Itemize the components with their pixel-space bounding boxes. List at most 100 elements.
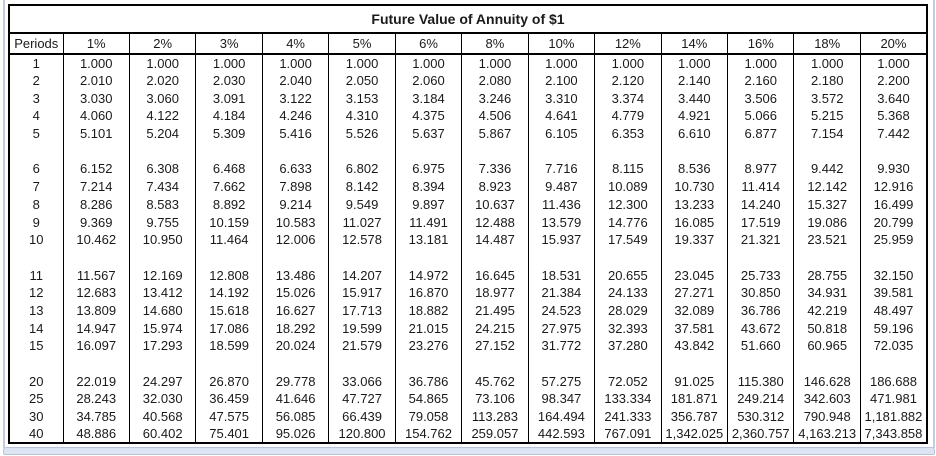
value-cell: 32.150	[859, 266, 928, 284]
table-title: Future Value of Annuity of $1	[8, 5, 928, 34]
value-cell: 241.333	[594, 407, 662, 426]
value-cell: 25.959	[859, 230, 928, 249]
value-cell: 19.599	[328, 319, 396, 337]
value-cell: 120.800	[328, 425, 396, 444]
value-cell: 17.293	[128, 337, 197, 355]
value-cell: 1.000	[62, 54, 130, 72]
value-cell: 2.200	[859, 71, 928, 90]
rate-column-header: 5%	[328, 33, 396, 55]
table-row: 7 7.214 7.434 7.662 7.898 8.142 8.394 8.923 9.48…	[8, 177, 928, 196]
value-cell: 16.097	[62, 337, 130, 355]
period-cell: 2	[8, 71, 64, 90]
value-cell: 7.442	[859, 124, 928, 143]
value-cell: 14.487	[461, 230, 529, 249]
value-cell: 3.640	[859, 89, 928, 108]
rate-column-header: 18%	[793, 33, 861, 55]
value-cell: 15.917	[328, 283, 396, 302]
value-cell: 15.618	[195, 301, 263, 320]
value-cell: 12.169	[128, 266, 197, 284]
window-bottom-edge	[3, 447, 935, 455]
rate-column-header: 10%	[527, 33, 596, 55]
value-cell: 10.950	[128, 230, 197, 249]
value-cell: 60.402	[128, 425, 197, 444]
value-cell: 59.196	[859, 319, 928, 337]
value-cell: 356.787	[660, 407, 729, 426]
period-cell: 13	[8, 301, 64, 320]
value-cell: 13.233	[660, 195, 729, 214]
value-cell: 9.487	[527, 177, 596, 196]
value-cell: 2.060	[394, 71, 463, 90]
value-cell: 6.468	[195, 160, 263, 178]
spacer-row	[8, 354, 928, 373]
value-cell: 25.733	[727, 266, 795, 284]
value-cell: 15.026	[261, 283, 330, 302]
value-cell: 3.122	[261, 89, 330, 108]
value-cell: 7.154	[793, 124, 861, 143]
value-cell: 2.180	[793, 71, 861, 90]
window-edge-right	[933, 0, 935, 448]
value-cell: 2.080	[461, 71, 529, 90]
value-cell: 13.579	[527, 213, 596, 231]
value-cell: 11.491	[394, 213, 463, 231]
value-cell: 12.006	[261, 230, 330, 249]
value-cell: 14.776	[594, 213, 662, 231]
value-cell: 11.464	[195, 230, 263, 249]
value-cell: 5.101	[62, 124, 130, 143]
value-cell: 5.867	[461, 124, 529, 143]
value-cell: 6.633	[261, 160, 330, 178]
value-cell: 5.066	[727, 107, 795, 125]
value-cell: 45.762	[461, 372, 529, 391]
value-cell: 5.215	[793, 107, 861, 125]
value-cell: 14.207	[328, 266, 396, 284]
table-row: 9 9.369 9.755 10.159 10.583 11.027 11.491 12.48…	[8, 213, 928, 231]
value-cell: 8.115	[594, 160, 662, 178]
value-cell: 2,360.757	[727, 425, 795, 444]
value-cell: 154.762	[394, 425, 463, 444]
value-cell: 24.297	[128, 372, 197, 391]
value-cell: 72.052	[594, 372, 662, 391]
value-cell: 1.000	[594, 54, 662, 72]
value-cell: 95.026	[261, 425, 330, 444]
period-cell: 15	[8, 337, 64, 355]
value-cell: 24.523	[527, 301, 596, 320]
table-row: 20 22.019 24.297 26.870 29.778 33.066 36.786 45…	[8, 372, 928, 391]
value-cell: 14.947	[62, 319, 130, 337]
value-cell: 6.610	[660, 124, 729, 143]
value-cell: 31.772	[527, 337, 596, 355]
value-cell: 5.204	[128, 124, 197, 143]
annuity-table: Future Value of Annuity of $1 Periods 1%…	[8, 4, 928, 445]
value-cell: 6.308	[128, 160, 197, 178]
window-edge-left	[3, 0, 5, 448]
value-cell: 16.085	[660, 213, 729, 231]
value-cell: 26.870	[195, 372, 263, 391]
value-cell: 36.786	[394, 372, 463, 391]
value-cell: 6.877	[727, 124, 795, 143]
value-cell: 6.802	[328, 160, 396, 178]
value-cell: 3.310	[527, 89, 596, 108]
value-cell: 3.030	[62, 89, 130, 108]
value-cell: 28.755	[793, 266, 861, 284]
value-cell: 23.276	[394, 337, 463, 355]
table-row: 4 4.060 4.122 4.184 4.246 4.310 4.375 4.506 4.64…	[8, 107, 928, 125]
value-cell: 42.219	[793, 301, 861, 320]
value-cell: 19.337	[660, 230, 729, 249]
table-row: 1 1.000 1.000 1.000 1.000 1.000 1.000 1.000 1.00…	[8, 54, 928, 72]
value-cell: 75.401	[195, 425, 263, 444]
value-cell: 9.897	[394, 195, 463, 214]
value-cell: 21.015	[394, 319, 463, 337]
value-cell: 47.575	[195, 407, 263, 426]
value-cell: 17.549	[594, 230, 662, 249]
value-cell: 9.442	[793, 160, 861, 178]
value-cell: 14.240	[727, 195, 795, 214]
value-cell: 48.886	[62, 425, 130, 444]
table-row: 10 10.462 10.950 11.464 12.006 12.578 13.181 14…	[8, 230, 928, 249]
value-cell: 12.142	[793, 177, 861, 196]
value-cell: 8.977	[727, 160, 795, 178]
period-cell: 10	[8, 230, 64, 249]
value-cell: 181.871	[660, 390, 729, 408]
value-cell: 27.975	[527, 319, 596, 337]
value-cell: 3.572	[793, 89, 861, 108]
value-cell: 7.898	[261, 177, 330, 196]
value-cell: 5.526	[328, 124, 396, 143]
value-cell: 6.152	[62, 160, 130, 178]
